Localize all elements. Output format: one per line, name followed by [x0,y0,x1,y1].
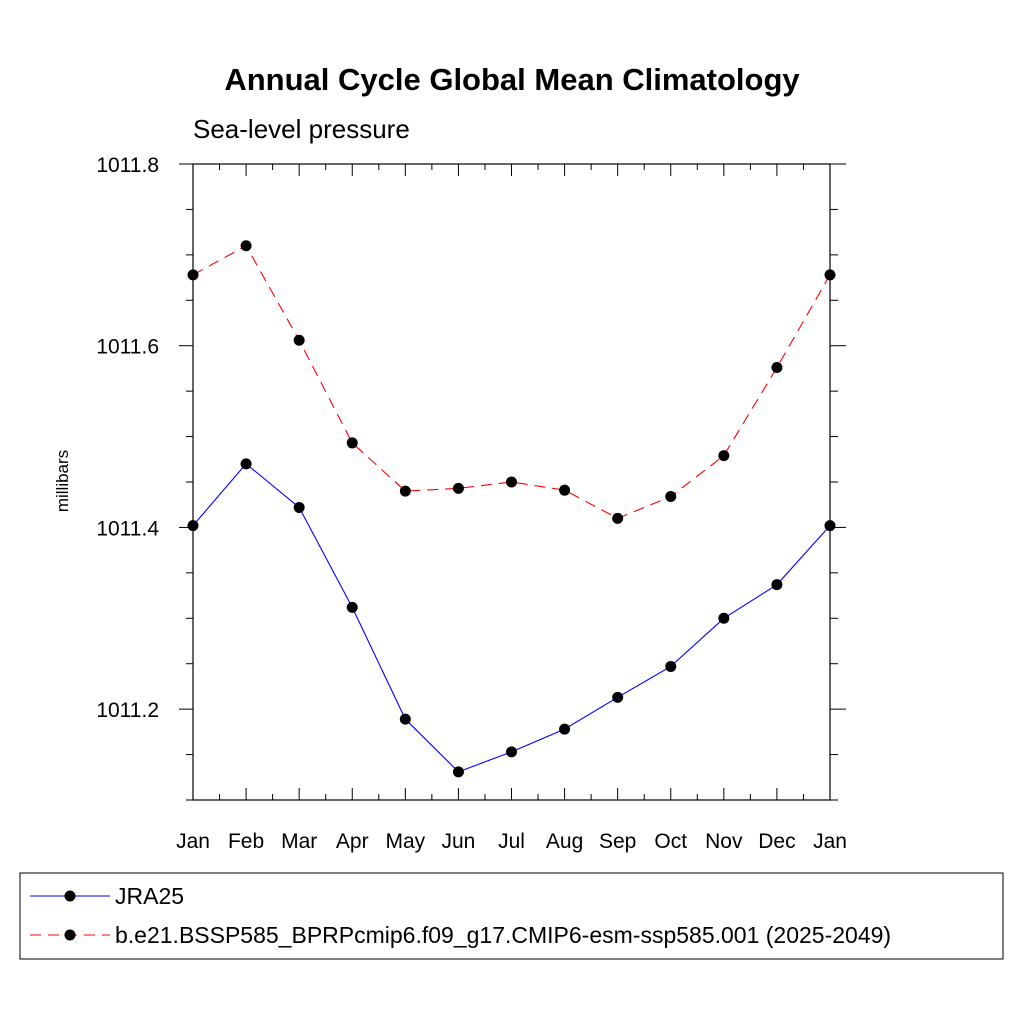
data-point [559,484,571,496]
y-axis-label: millibars [53,450,72,512]
x-tick-label: Jan [176,830,210,853]
y-tick-label: 1011.2 [96,699,159,722]
data-point [293,501,305,513]
data-point [771,362,783,374]
x-tick-label: Apr [336,830,369,853]
x-tick-label: Feb [228,830,264,853]
series-line-0 [192,463,831,773]
x-tick-label: May [385,830,425,853]
data-point [452,766,464,778]
data-point [771,579,783,591]
data-point [612,691,624,703]
data-point [665,660,677,672]
data-point [718,450,730,462]
data-point [665,491,677,503]
data-point [293,334,305,346]
chart-subtitle: Sea-level pressure [193,114,410,144]
x-tick-label: Jan [813,830,847,853]
y-tick-label: 1011.8 [96,154,159,177]
legend-label: JRA25 [115,883,184,909]
data-point [346,601,358,613]
data-point [612,512,624,524]
legend-label: b.e21.BSSP585_BPRPcmip6.f09_g17.CMIP6-es… [115,922,891,948]
y-tick-label: 1011.6 [96,336,159,359]
chart-title: Annual Cycle Global Mean Climatology [224,62,800,97]
x-tick-label: Dec [758,830,795,853]
x-tick-label: Aug [546,830,583,853]
legend-box [19,872,1004,960]
legend-marker [64,929,76,941]
data-point [506,476,517,488]
y-tick-labels: 1011.2 1011.4 1011.6 1011.8 [96,154,159,722]
data-point [506,746,517,758]
data-point [399,485,411,497]
ticks-layer [179,163,846,801]
x-tick-label: Jun [441,830,475,853]
data-point [452,482,464,494]
data-point [346,437,358,449]
data-point [559,723,571,735]
data-point [240,458,252,470]
x-tick-label: Mar [281,830,317,853]
x-tick-label: Nov [705,830,743,853]
plot-frame [192,163,831,801]
series-layer [187,240,836,778]
data-point [718,612,730,624]
data-point [240,240,252,252]
x-tick-label: Sep [599,830,636,853]
x-tick-labels: Jan Feb Mar Apr May Jun Jul Aug Sep Oct Nov Dec Jan [176,830,847,853]
y-tick-label: 1011.4 [96,517,159,540]
data-point [399,713,411,725]
legend-items: JRA25 b.e21.BSSP585_BPRPcmip6.f09_g17.CMI… [30,883,891,948]
legend: JRA25 b.e21.BSSP585_BPRPcmip6.f09_g17.CMI… [19,872,1004,960]
legend-marker [64,890,76,902]
x-tick-label: Oct [654,830,687,853]
x-tick-label: Jul [498,830,525,853]
